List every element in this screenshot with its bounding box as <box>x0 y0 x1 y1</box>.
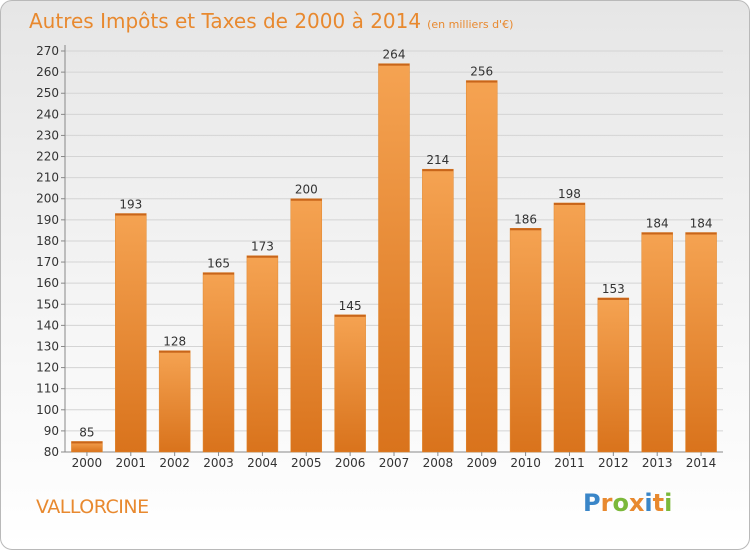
data-label-2001: 193 <box>119 198 142 212</box>
x-tick-label-2012: 2012 <box>598 456 629 470</box>
logo-letter: r <box>600 489 613 517</box>
bar-top-edge <box>510 228 542 231</box>
bar-top-edge <box>71 441 103 444</box>
bar-top-edge <box>159 350 191 353</box>
logo-letter: t <box>652 489 665 517</box>
x-tick-label-2001: 2001 <box>116 456 147 470</box>
y-tick-label: 90 <box>44 424 59 438</box>
x-tick-label-2011: 2011 <box>554 456 585 470</box>
bar-2004 <box>246 255 279 453</box>
bar-2013 <box>641 232 673 453</box>
bar-2011 <box>553 202 586 453</box>
data-label-2014: 184 <box>690 217 713 231</box>
y-tick-label: 260 <box>36 65 59 79</box>
y-tick-label: 80 <box>44 445 59 459</box>
bar-top-edge <box>422 169 454 172</box>
chart-title: Autres Impôts et Taxes de 2000 à 2014 (en… <box>29 9 513 33</box>
bar-top-edge <box>597 297 629 300</box>
bar-2003 <box>202 272 235 453</box>
bar-top-edge <box>334 314 366 317</box>
data-label-2004: 173 <box>251 240 274 254</box>
bar-top-edge <box>246 255 278 258</box>
bar-top-edge <box>553 202 585 205</box>
bar-2008 <box>422 168 454 453</box>
data-label-2008: 214 <box>426 153 449 167</box>
x-tick-label-2006: 2006 <box>335 456 366 470</box>
data-label-2013: 184 <box>646 217 669 231</box>
proxiti-logo: Proxiti <box>583 489 672 517</box>
bar-2002 <box>158 350 191 453</box>
logo-letter: x <box>628 489 645 517</box>
y-tick-label: 170 <box>36 255 59 269</box>
logo-letter: o <box>612 489 629 517</box>
y-tick-label: 140 <box>36 318 59 332</box>
y-tick-label: 250 <box>36 86 59 100</box>
data-label-2012: 153 <box>602 282 625 296</box>
bar-2007 <box>378 63 410 453</box>
bar-top-edge <box>115 213 147 216</box>
chart-subtitle: (en milliers d'€) <box>427 18 514 31</box>
y-tick-label: 230 <box>36 128 59 142</box>
y-tick-label: 130 <box>36 339 59 353</box>
y-tick-label: 120 <box>36 361 59 375</box>
logo-letter: i <box>664 489 673 517</box>
bar-top-edge <box>378 63 410 66</box>
y-tick-label: 270 <box>36 44 59 58</box>
bar-2006 <box>334 314 366 453</box>
data-label-2006: 145 <box>339 299 362 313</box>
city-name: VALLORCINE <box>36 496 149 518</box>
bar-top-edge <box>290 198 322 201</box>
bar-2009 <box>465 80 498 453</box>
y-tick-label: 210 <box>36 171 59 185</box>
bar-2014 <box>685 232 717 453</box>
y-tick-label: 110 <box>36 382 59 396</box>
y-tick-label: 240 <box>36 107 59 121</box>
bar-2010 <box>509 228 542 453</box>
x-tick-label-2008: 2008 <box>423 456 454 470</box>
chart-title-text: Autres Impôts et Taxes de 2000 à 2014 <box>29 9 422 33</box>
x-tick-label-2004: 2004 <box>247 456 278 470</box>
data-label-2005: 200 <box>295 183 318 197</box>
bar-top-edge <box>685 232 717 235</box>
y-tick-label: 100 <box>36 403 59 417</box>
bar-top-edge <box>203 272 235 275</box>
x-tick-label-2010: 2010 <box>510 456 541 470</box>
x-tick-label-2002: 2002 <box>159 456 190 470</box>
data-label-2000: 85 <box>79 425 94 439</box>
x-tick-label-2007: 2007 <box>379 456 410 470</box>
data-label-2009: 256 <box>470 65 493 79</box>
y-tick-label: 180 <box>36 234 59 248</box>
bar-2001 <box>115 213 147 453</box>
x-tick-label-2000: 2000 <box>72 456 103 470</box>
x-tick-label-2009: 2009 <box>466 456 497 470</box>
logo-letter: P <box>583 489 601 517</box>
y-tick-label: 150 <box>36 297 59 311</box>
data-label-2010: 186 <box>514 212 537 226</box>
logo-letter: i <box>644 489 653 517</box>
bar-top-edge <box>641 232 673 235</box>
bar-2005 <box>290 198 323 453</box>
x-tick-label-2003: 2003 <box>203 456 234 470</box>
data-label-2011: 198 <box>558 187 581 201</box>
x-tick-label-2013: 2013 <box>642 456 673 470</box>
y-tick-label: 200 <box>36 192 59 206</box>
y-tick-label: 160 <box>36 276 59 290</box>
y-tick-label: 220 <box>36 150 59 164</box>
x-tick-label-2014: 2014 <box>686 456 717 470</box>
data-label-2007: 264 <box>383 48 406 62</box>
data-label-2003: 165 <box>207 257 230 271</box>
y-tick-label: 190 <box>36 213 59 227</box>
x-tick-label-2005: 2005 <box>291 456 322 470</box>
bar-2012 <box>597 297 630 453</box>
bar-top-edge <box>466 80 498 83</box>
data-label-2002: 128 <box>163 335 186 349</box>
